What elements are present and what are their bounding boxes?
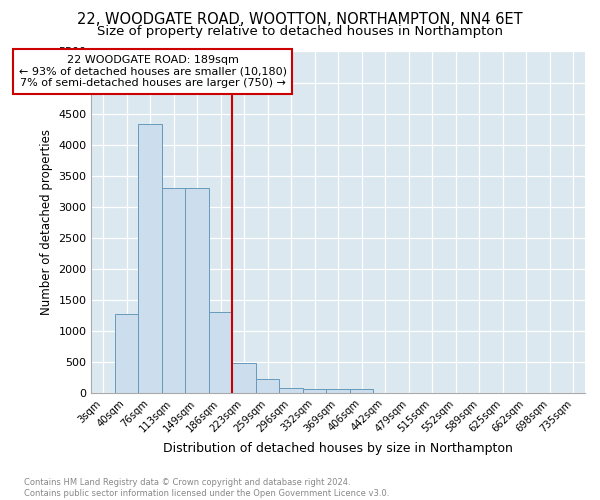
Bar — [232, 364, 256, 393]
Bar — [256, 379, 280, 393]
Bar — [139, 124, 162, 393]
Text: 22, WOODGATE ROAD, WOOTTON, NORTHAMPTON, NN4 6ET: 22, WOODGATE ROAD, WOOTTON, NORTHAMPTON,… — [77, 12, 523, 28]
Y-axis label: Number of detached properties: Number of detached properties — [40, 130, 53, 316]
Bar — [185, 188, 209, 393]
Bar — [303, 388, 326, 393]
Bar — [115, 314, 139, 393]
Text: 22 WOODGATE ROAD: 189sqm
← 93% of detached houses are smaller (10,180)
7% of sem: 22 WOODGATE ROAD: 189sqm ← 93% of detach… — [19, 55, 287, 88]
Bar — [162, 188, 185, 393]
Bar — [326, 390, 350, 393]
Text: Size of property relative to detached houses in Northampton: Size of property relative to detached ho… — [97, 25, 503, 38]
Bar — [209, 312, 232, 393]
Text: Contains HM Land Registry data © Crown copyright and database right 2024.
Contai: Contains HM Land Registry data © Crown c… — [24, 478, 389, 498]
Bar — [350, 390, 373, 393]
Bar — [280, 388, 303, 393]
X-axis label: Distribution of detached houses by size in Northampton: Distribution of detached houses by size … — [163, 442, 513, 455]
